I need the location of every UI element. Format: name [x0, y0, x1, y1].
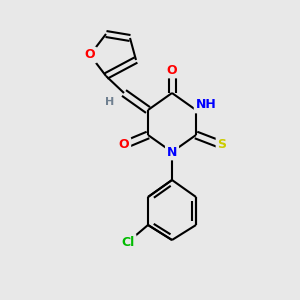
Text: N: N — [167, 146, 177, 158]
Text: O: O — [167, 64, 177, 76]
Text: Cl: Cl — [122, 236, 135, 248]
Text: S: S — [218, 139, 226, 152]
Text: O: O — [85, 49, 95, 62]
Text: NH: NH — [196, 98, 216, 112]
Text: O: O — [119, 139, 129, 152]
Text: H: H — [105, 97, 115, 107]
